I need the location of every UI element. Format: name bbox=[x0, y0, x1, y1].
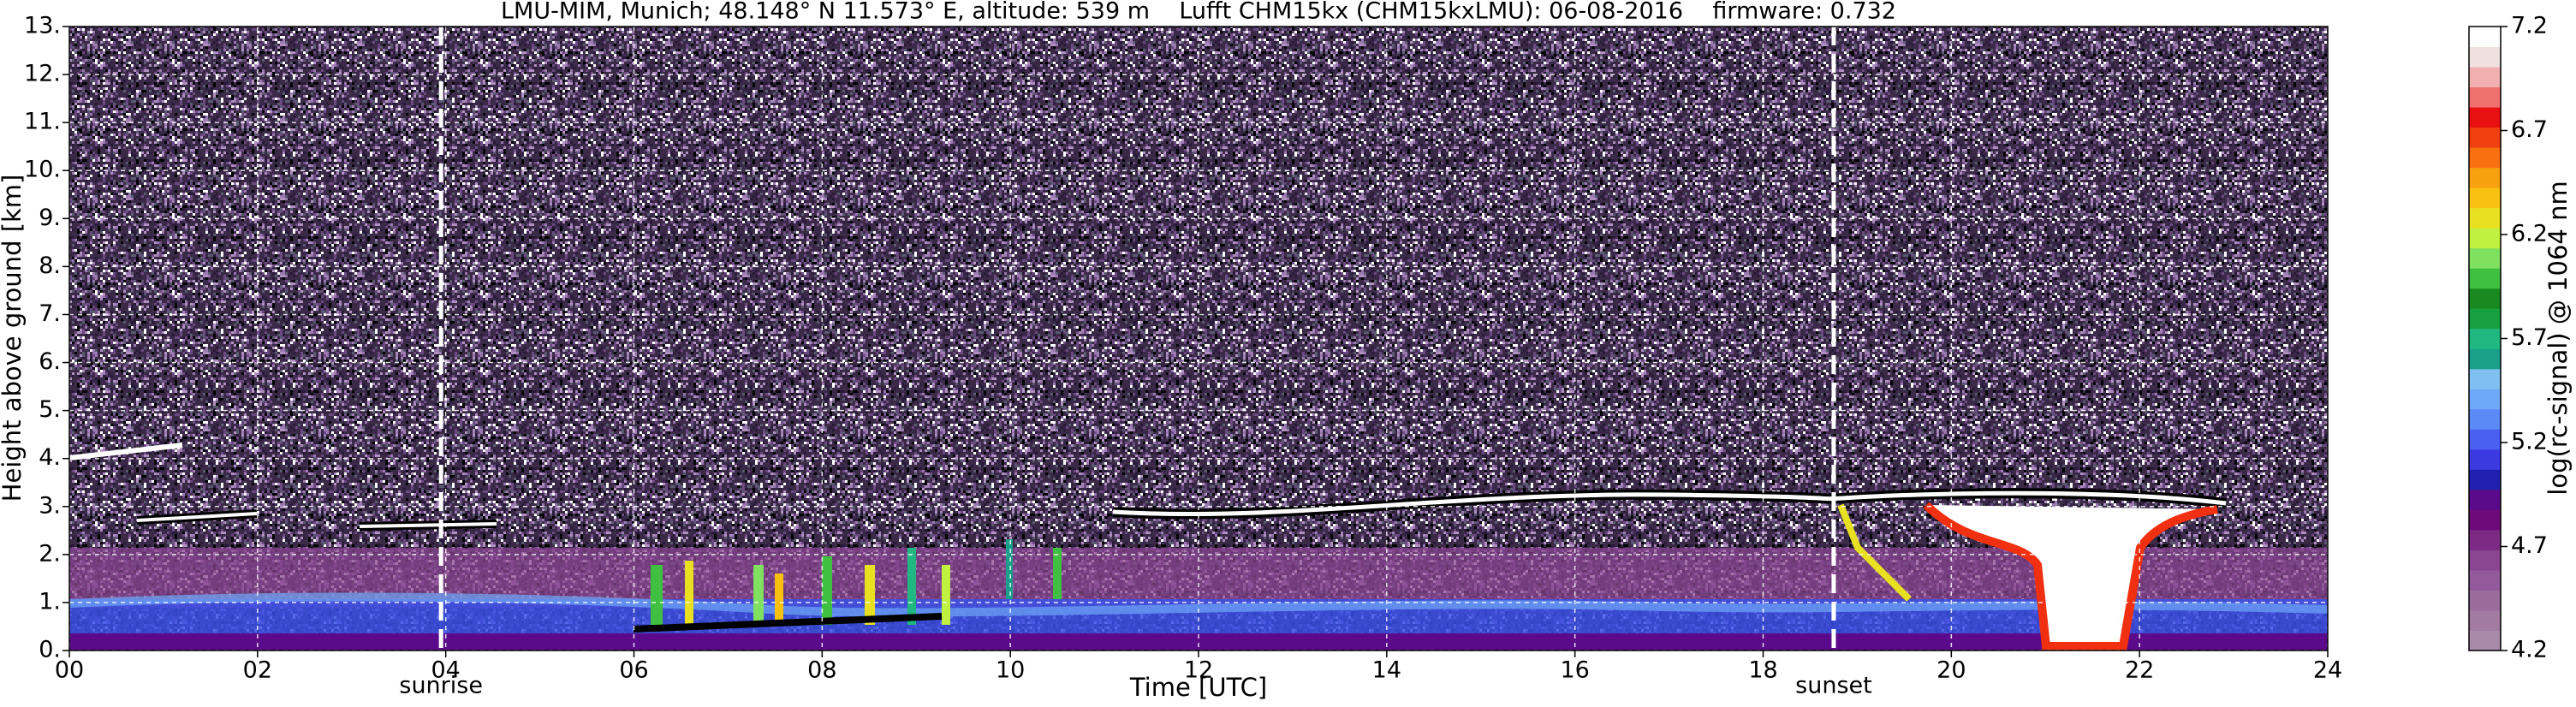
colorbar-segment bbox=[2469, 429, 2501, 449]
colorbar-segment bbox=[2469, 107, 2501, 128]
y-tick-label: 0. bbox=[39, 637, 61, 663]
colorbar-segment bbox=[2469, 409, 2501, 430]
x-tick-label: 18 bbox=[1748, 657, 1777, 684]
event-label: sunrise bbox=[399, 673, 483, 699]
y-tick-label: 6. bbox=[39, 348, 61, 375]
x-tick-label: 20 bbox=[1936, 657, 1966, 684]
y-tick-label: 7. bbox=[39, 300, 61, 327]
colorbar-segment bbox=[2469, 329, 2501, 349]
colorbar-tick-label: 5.2 bbox=[2511, 429, 2548, 455]
y-tick-label: 2. bbox=[39, 540, 61, 567]
plot-area bbox=[69, 27, 2328, 651]
colorbar-segment bbox=[2469, 509, 2501, 530]
x-tick-label: 10 bbox=[996, 657, 1025, 684]
colorbar-tick-label: 6.2 bbox=[2511, 221, 2548, 247]
colorbar-segment bbox=[2469, 187, 2501, 208]
colorbar-segment bbox=[2469, 27, 2501, 47]
chart-title: LMU-MIM, Munich; 48.148° N 11.573° E, al… bbox=[501, 0, 1896, 25]
y-tick-label: 1. bbox=[39, 588, 61, 615]
colorbar-segment bbox=[2469, 449, 2501, 470]
y-axis-label: Height above ground [km] bbox=[0, 175, 27, 502]
y-tick-label: 9. bbox=[39, 205, 61, 231]
x-tick-label: 24 bbox=[2313, 657, 2342, 684]
colorbar-segment bbox=[2469, 288, 2501, 309]
event-label: sunset bbox=[1795, 673, 1872, 699]
colorbar-segment bbox=[2469, 630, 2501, 651]
colorbar-segment bbox=[2469, 469, 2501, 490]
colorbar-label: log(rc-signal) @ 1064 nm bbox=[2543, 181, 2573, 495]
y-tick-label: 3. bbox=[39, 492, 61, 519]
colorbar-tick-label: 4.2 bbox=[2511, 637, 2548, 663]
colorbar-segment bbox=[2469, 570, 2501, 591]
y-tick-label: 12. bbox=[24, 61, 61, 87]
y-tick-label: 10. bbox=[24, 157, 61, 183]
y-tick-label: 5. bbox=[39, 396, 61, 423]
colorbar-segment bbox=[2469, 490, 2501, 510]
colorbar-tick-label: 4.7 bbox=[2511, 532, 2548, 559]
colorbar-segment bbox=[2469, 128, 2501, 148]
colorbar-segment bbox=[2469, 308, 2501, 329]
x-tick-label: 08 bbox=[807, 657, 836, 684]
colorbar-segment bbox=[2469, 47, 2501, 68]
x-tick-label: 16 bbox=[1560, 657, 1589, 684]
y-tick-label: 4. bbox=[39, 444, 61, 471]
colorbar-segment bbox=[2469, 530, 2501, 550]
x-tick-label: 02 bbox=[243, 657, 272, 684]
x-tick-label: 06 bbox=[619, 657, 648, 684]
y-tick-label: 13. bbox=[24, 13, 61, 39]
colorbar-segment bbox=[2469, 87, 2501, 108]
colorbar-tick-label: 5.7 bbox=[2511, 324, 2548, 351]
chart: LMU-MIM, Munich; 48.148° N 11.573° E, al… bbox=[0, 0, 2576, 707]
colorbar-segment bbox=[2469, 590, 2501, 610]
x-tick-label: 22 bbox=[2125, 657, 2154, 684]
y-tick-label: 8. bbox=[39, 253, 61, 279]
colorbar-segment bbox=[2469, 147, 2501, 168]
colorbar-segment bbox=[2469, 389, 2501, 409]
colorbar-segment bbox=[2469, 550, 2501, 570]
colorbar-segment bbox=[2469, 268, 2501, 288]
colorbar-tick-label: 7.2 bbox=[2511, 13, 2548, 39]
x-tick-label: 12 bbox=[1184, 657, 1213, 684]
x-tick-label: 14 bbox=[1372, 657, 1401, 684]
y-tick-label: 11. bbox=[24, 109, 61, 135]
colorbar-segment bbox=[2469, 348, 2501, 369]
colorbar-segment bbox=[2469, 369, 2501, 389]
colorbar-tick-label: 6.7 bbox=[2511, 116, 2548, 143]
colorbar-segment bbox=[2469, 248, 2501, 269]
colorbar-segment bbox=[2469, 208, 2501, 229]
colorbar-segment bbox=[2469, 67, 2501, 87]
colorbar-segment bbox=[2469, 228, 2501, 248]
colorbar-segment bbox=[2469, 610, 2501, 631]
colorbar-segment bbox=[2469, 168, 2501, 188]
